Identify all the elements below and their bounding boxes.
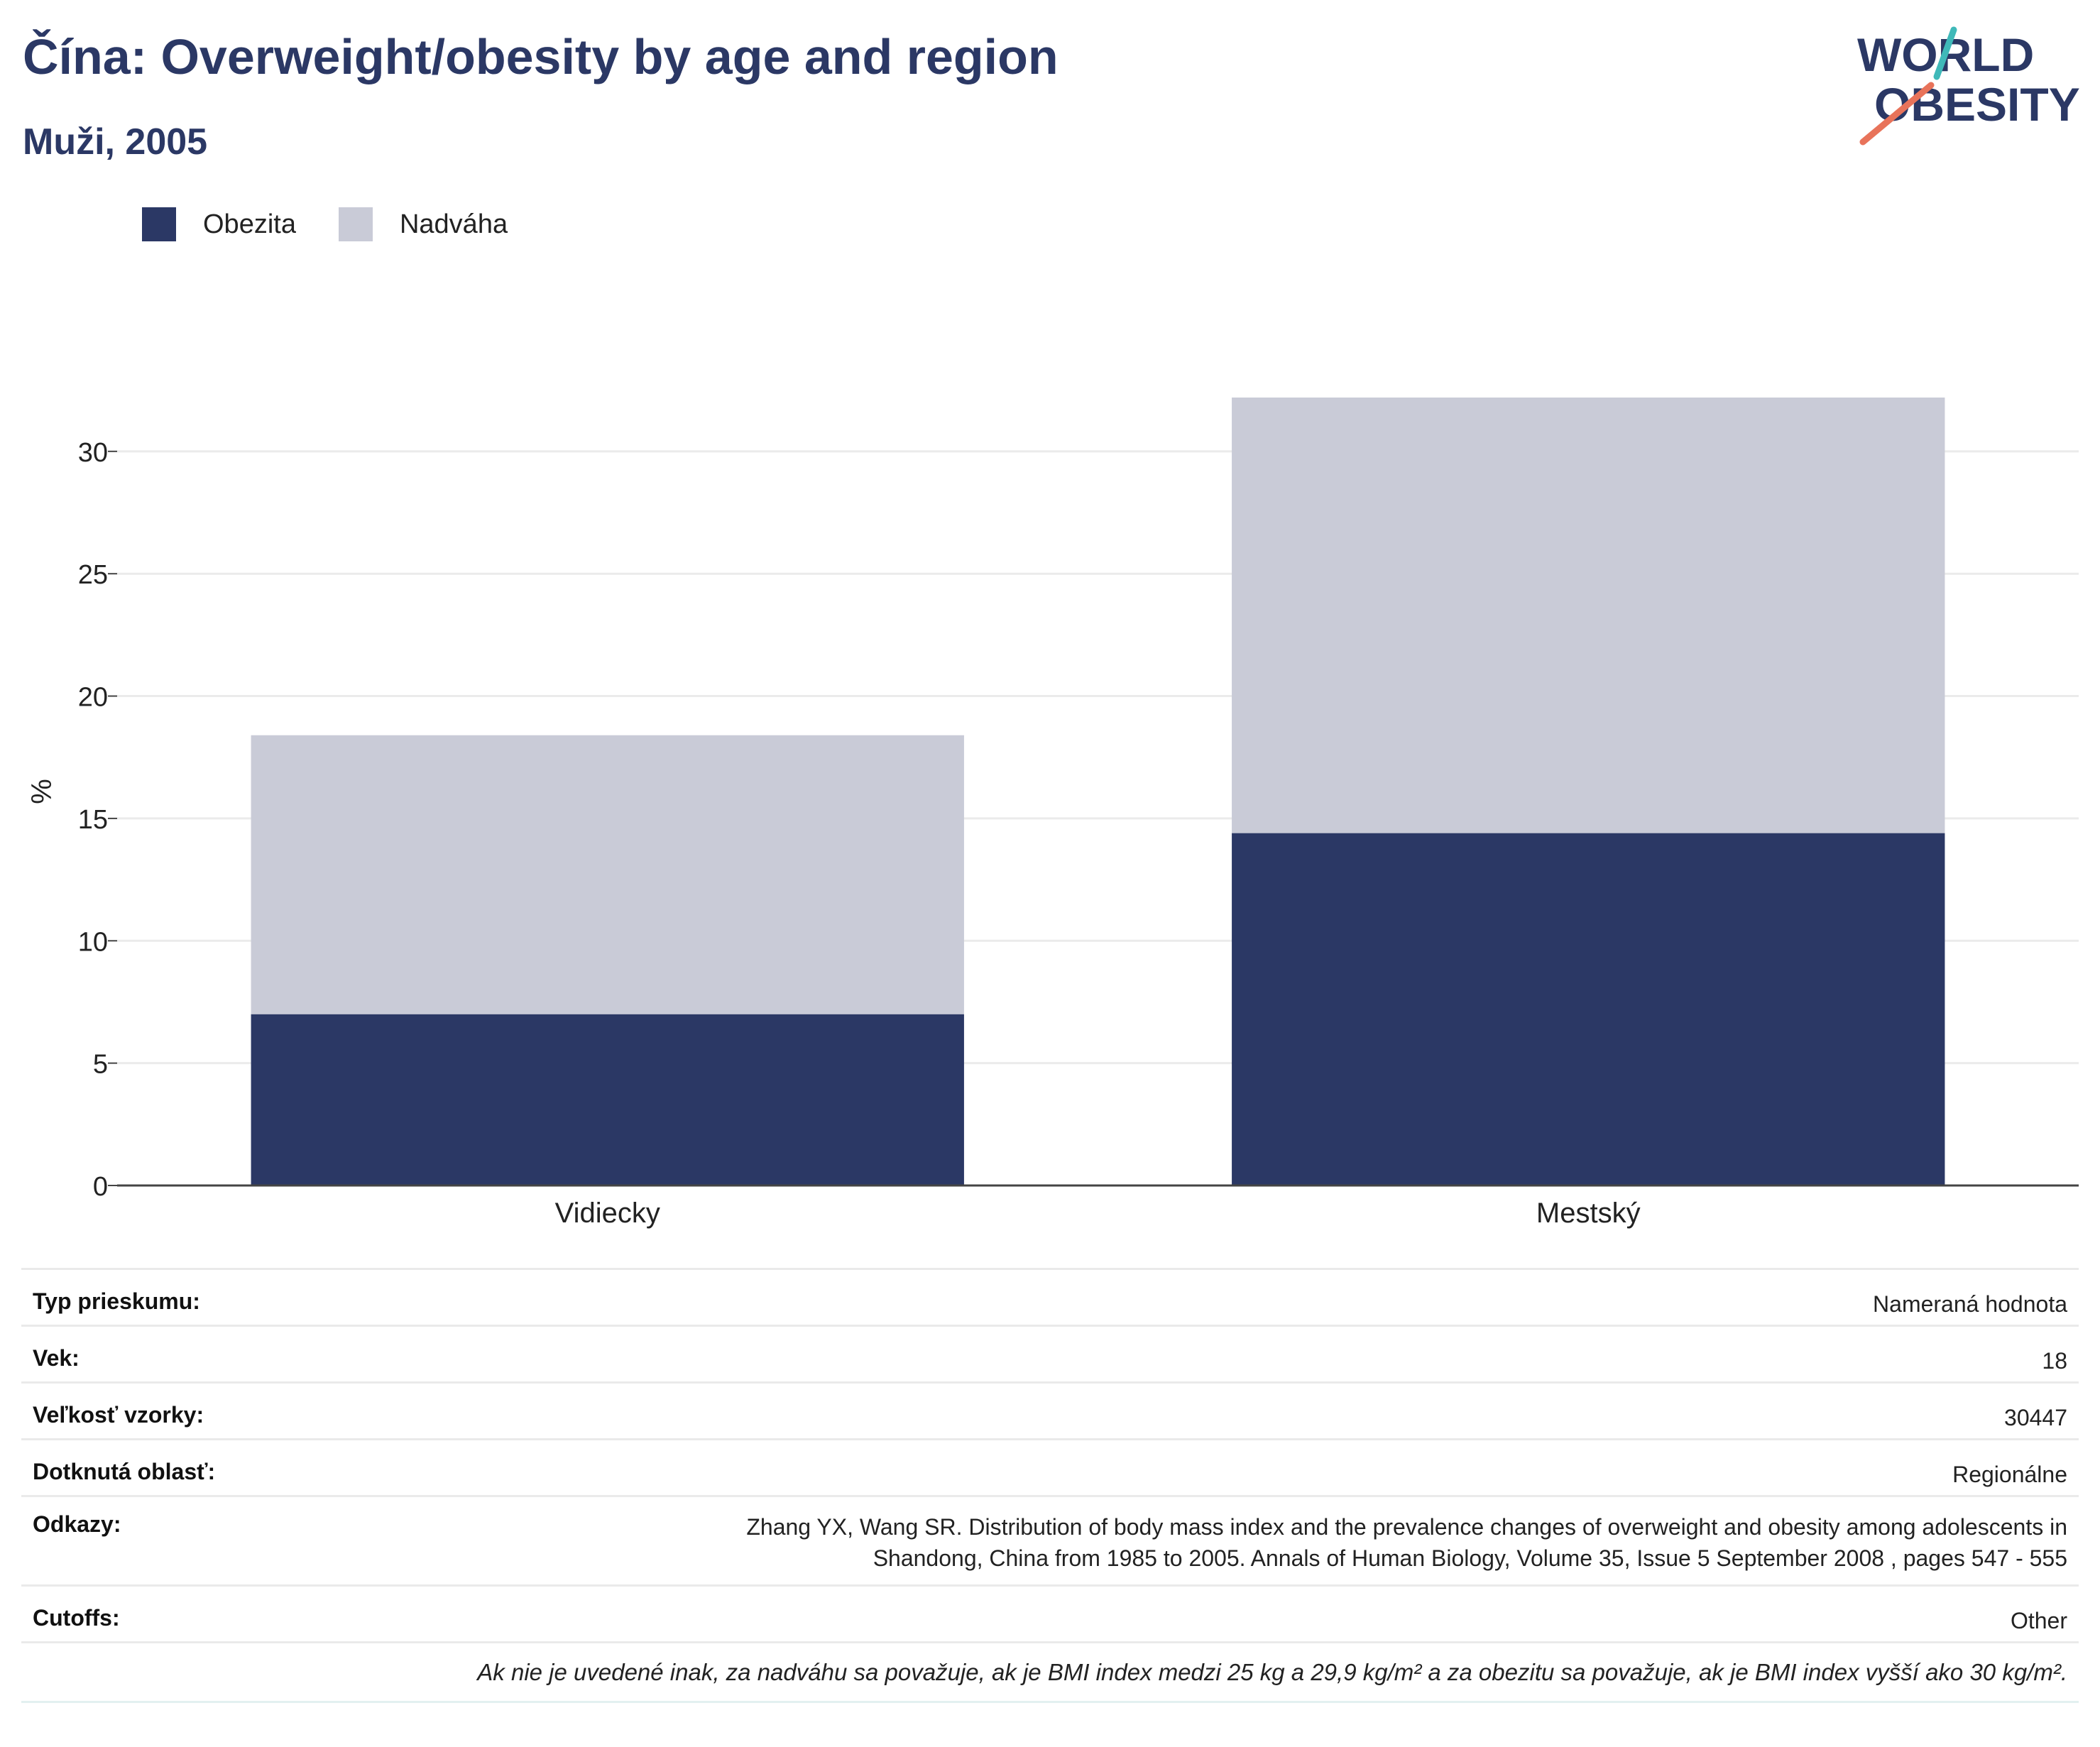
chart-title: Čína: Overweight/obesity by age and regi… bbox=[23, 29, 1059, 84]
info-value: 30447 bbox=[447, 1381, 2079, 1440]
y-tick-label: 5 bbox=[93, 1050, 108, 1080]
y-tick-label: 20 bbox=[78, 683, 108, 713]
chart-subtitle: Muži, 2005 bbox=[23, 121, 208, 163]
legend-label-nadvaha: Nadváha bbox=[399, 209, 508, 239]
y-tick-label: 15 bbox=[78, 805, 108, 835]
legend-item-obezita[interactable]: Obezita bbox=[142, 207, 296, 241]
survey-info-table: Typ prieskumu: Nameraná hodnota Vek: 18 … bbox=[21, 1268, 2079, 1703]
info-key: Vek: bbox=[21, 1325, 447, 1383]
bar-obezita-0 bbox=[251, 1014, 964, 1185]
info-key: Dotknutá oblasť: bbox=[21, 1438, 447, 1496]
x-tick-label: Vidiecky bbox=[555, 1198, 660, 1229]
info-key: Typ prieskumu: bbox=[21, 1268, 447, 1326]
reference-line-1: Zhang YX, Wang SR. Distribution of body … bbox=[746, 1514, 2067, 1540]
reference-line-2: Shandong, China from 1985 to 2005. Annal… bbox=[873, 1545, 2067, 1571]
bar-nadváha-1 bbox=[1232, 398, 1945, 833]
info-row-area: Dotknutá oblasť: Regionálne bbox=[21, 1438, 2079, 1496]
info-row-age: Vek: 18 bbox=[21, 1325, 2079, 1383]
y-tick-label: 30 bbox=[78, 438, 108, 468]
info-value: 18 bbox=[447, 1325, 2079, 1383]
bmi-definition-note: Ak nie je uvedené inak, za nadváhu sa po… bbox=[21, 1641, 2079, 1703]
legend: Obezita Nadváha bbox=[142, 207, 550, 241]
y-tick-label: 10 bbox=[78, 927, 108, 957]
info-row-cutoffs: Cutoffs: Other bbox=[21, 1584, 2079, 1643]
legend-item-nadvaha[interactable]: Nadváha bbox=[338, 207, 508, 241]
legend-label-obezita: Obezita bbox=[203, 209, 296, 239]
info-value: Nameraná hodnota bbox=[447, 1268, 2079, 1326]
info-value: Other bbox=[447, 1584, 2079, 1643]
info-key: Cutoffs: bbox=[21, 1584, 447, 1643]
world-obesity-logo: WORLD OBESITY bbox=[1857, 26, 2080, 146]
info-value: Regionálne bbox=[447, 1438, 2079, 1496]
y-tick-label: 0 bbox=[93, 1172, 108, 1202]
info-key: Veľkosť vzorky: bbox=[21, 1381, 447, 1440]
bar-nadváha-0 bbox=[251, 735, 964, 1014]
logo-slash-teal bbox=[1933, 26, 1957, 80]
logo-slash-coral bbox=[1859, 82, 1935, 146]
stacked-bar-chart: 0 5 10 15 20 25 30% Vidiecky Mestský bbox=[26, 398, 2079, 1229]
info-row-references: Odkazy: Zhang YX, Wang SR. Distribution … bbox=[21, 1495, 2079, 1586]
x-tick-label: Mestský bbox=[1536, 1198, 1641, 1229]
info-value: Zhang YX, Wang SR. Distribution of body … bbox=[447, 1495, 2079, 1586]
bar-obezita-1 bbox=[1232, 833, 1945, 1185]
y-tick-label: 25 bbox=[78, 560, 108, 590]
info-note-row: Ak nie je uvedené inak, za nadváhu sa po… bbox=[21, 1641, 2079, 1703]
legend-swatch-obezita bbox=[142, 207, 176, 241]
info-row-sample-size: Veľkosť vzorky: 30447 bbox=[21, 1381, 2079, 1440]
info-key: Odkazy: bbox=[21, 1495, 447, 1586]
legend-swatch-nadvaha bbox=[338, 207, 373, 241]
info-row-survey-type: Typ prieskumu: Nameraná hodnota bbox=[21, 1268, 2079, 1326]
y-axis-label: % bbox=[26, 779, 58, 804]
